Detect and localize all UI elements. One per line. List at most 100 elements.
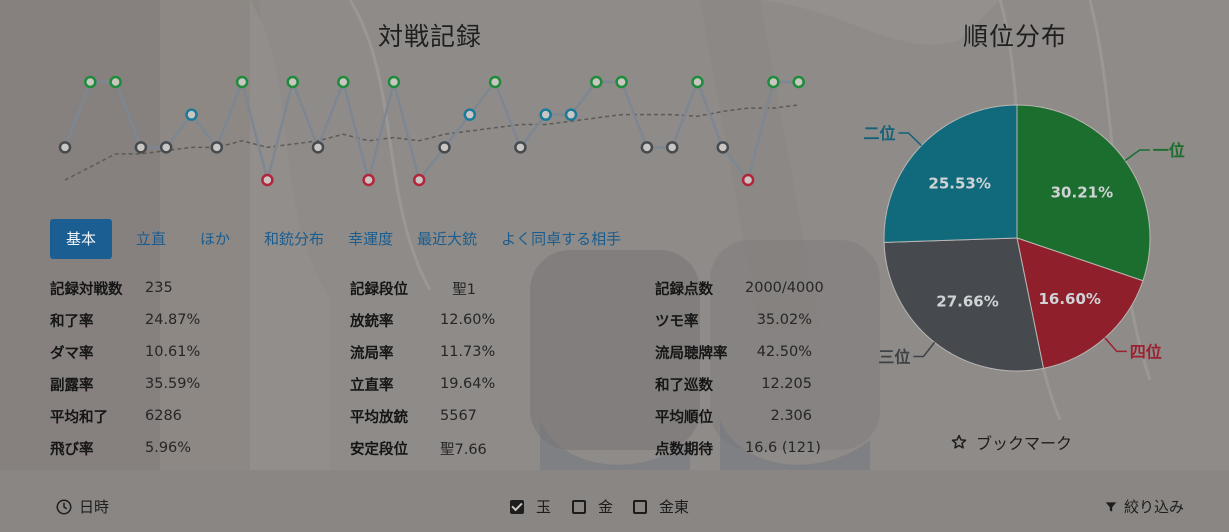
pie-leader-line [1104,337,1127,353]
stats-column-3: 記録点数 2000/4000 ツモ率 35.02% 流局聴牌率 42.50% 和了巡数 12.… [655,272,824,464]
rank-point[interactable] [387,75,401,89]
pie-slice-1[interactable] [1016,104,1151,282]
rank-point[interactable] [539,108,552,121]
datetime-sort-button[interactable]: 日時 [55,496,109,517]
stat-row: 和了率 24.87% [50,304,200,336]
rank-point[interactable] [185,108,198,121]
rank-distribution-pie-chart: 30.21% 一位 16.60% 四位 27.66% 三位 25.53% 二位 [863,104,1185,372]
stat-row: 立直率 19.64% [350,368,496,400]
rank-point[interactable] [590,75,603,89]
rank-point[interactable] [84,75,97,89]
rank-point[interactable] [741,173,755,187]
stat-value: 12.60% [440,312,496,328]
stat-label: 記録対戦数 [50,281,123,298]
pie-percent-label: 27.66% [936,293,998,311]
stat-label: 流局率 [350,345,394,362]
filter-button[interactable]: 絞り込み [1104,496,1184,517]
datetime-label: 日時 [79,498,110,516]
rank-point[interactable] [564,108,578,121]
stat-row: 安定段位 聖7.66 [350,432,487,464]
pie-percent-label: 30.21% [1051,184,1113,202]
checkbox-checked[interactable] [510,499,524,514]
rank-point[interactable] [311,141,325,154]
rank-point[interactable] [210,141,224,154]
rank-point[interactable] [716,141,730,154]
rank-point[interactable] [463,108,477,121]
rank-point[interactable] [665,141,679,154]
rank-point[interactable] [337,75,350,89]
stat-label: 和了率 [50,313,94,330]
battle-record-line-chart [58,75,805,187]
bookmark-button[interactable]: ブックマーク [950,430,1072,454]
stat-label: 放銃率 [350,313,394,330]
checkbox-unchecked[interactable] [572,499,586,514]
stat-value: 11.73% [440,344,496,360]
stat-value: 12.205 [761,376,812,392]
stats-column-2: 記録段位 聖1 放銃率 12.60% 流局率 11.73% 立直率 19.64% 平均放銃 556… [350,272,496,464]
pie-slice-4[interactable] [883,104,1018,243]
tab-luck[interactable]: 幸運度 [348,230,394,248]
stat-value: 42.50% [756,344,812,360]
stat-value: 235 [145,280,173,296]
stat-label: 立直率 [350,377,394,394]
rank-point[interactable] [134,141,148,154]
rank-point[interactable] [286,75,299,89]
rank-distribution-title: 順位分布 [962,22,1067,51]
stat-row: 放銃率 12.60% [350,304,496,336]
stat-label: 点数期待 [655,441,713,458]
rank-point[interactable] [514,141,527,154]
tab-frequent-opponents[interactable]: よく同卓する相手 [501,230,622,248]
stat-label: ツモ率 [655,313,699,330]
stat-label: 平均放銃 [350,409,408,426]
rank-history-line [63,77,799,183]
pie-rank-name-label: 三位 [878,347,910,366]
tab-riichi[interactable]: 立直 [136,230,167,248]
rank-point[interactable] [488,75,502,89]
rank-point[interactable] [792,75,805,89]
stat-value: 24.87% [145,312,200,328]
rank-point[interactable] [615,75,628,89]
rank-point[interactable] [640,141,654,154]
stat-row: ツモ率 35.02% [655,304,812,336]
pie-leader-line [1124,149,1150,162]
filter-label-gyoku: 玉 [536,498,552,516]
rank-point[interactable] [261,173,274,187]
rank-point[interactable] [362,173,375,187]
pie-rank-name-label: 四位 [1130,342,1162,361]
rank-point[interactable] [438,141,451,154]
rank-point[interactable] [159,141,173,154]
stat-value: 2000/4000 [745,280,824,296]
stat-row: 飛び率 5.96% [50,432,191,464]
rank-point[interactable] [412,173,426,187]
stat-value: 35.59% [145,376,200,392]
pie-rank-name-label: 一位 [1153,141,1185,160]
pie-percent-label: 25.53% [928,175,990,193]
stat-row: 記録対戦数 235 [50,272,173,304]
rank-point[interactable] [109,75,122,89]
tab-other[interactable]: ほか [200,230,231,248]
stat-value: 16.6 (121) [745,440,821,456]
stat-value: 10.61% [145,344,200,360]
tab-basic[interactable]: 基本 [50,219,113,259]
stat-label: 安定段位 [350,441,408,458]
rank-point[interactable] [58,141,72,154]
filter-checkbox-gyoku[interactable]: 玉 [510,496,551,517]
stat-label: 副露率 [50,377,94,394]
stat-label: 記録段位 [350,281,408,298]
rank-point[interactable] [767,75,780,89]
filter-checkbox-kinto[interactable]: 金東 [633,496,689,517]
filter-checkbox-kin[interactable]: 金 [572,496,613,517]
checkbox-unchecked[interactable] [633,499,647,514]
stat-value: 19.64% [440,376,496,392]
tab-win-deal-distribution[interactable]: 和銃分布 [264,230,325,248]
rank-point[interactable] [235,75,249,89]
pie-leader-line [913,341,936,358]
stat-label: 平均順位 [655,409,713,426]
pie-slice-3[interactable] [883,237,1045,372]
stat-label: ダマ率 [50,345,94,362]
pie-slice-2[interactable] [1016,237,1144,369]
stat-label: 平均和了 [50,409,108,426]
tab-recent-big-deal[interactable]: 最近大銃 [417,230,478,248]
rank-point[interactable] [691,75,704,89]
stat-value: 6286 [145,408,182,424]
